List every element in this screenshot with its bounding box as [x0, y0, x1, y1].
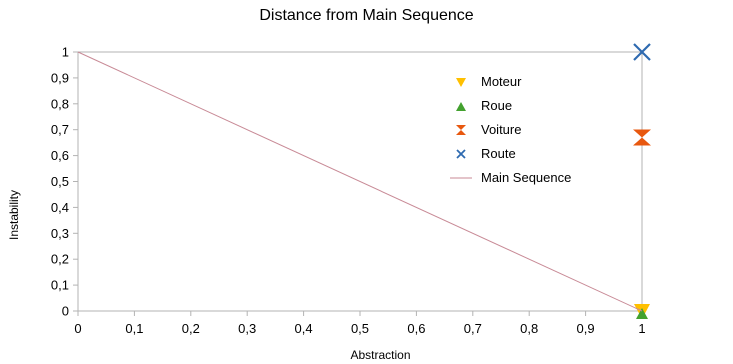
y-tick-label: 0,8 [51, 96, 69, 111]
legend-label-voiture: Voiture [481, 122, 522, 137]
legend-item-voiture: Voiture [450, 122, 600, 138]
triangle-up-icon [456, 102, 466, 111]
triangle-down-icon [456, 78, 466, 87]
legend-item-moteur: Moteur [450, 74, 600, 90]
x-axis-label: Abstraction [350, 348, 411, 362]
y-tick-label: 0,1 [51, 278, 69, 293]
y-tick-label: 0,3 [51, 226, 69, 241]
x-marker-icon [456, 149, 466, 159]
x-tick-label: 0,2 [182, 321, 200, 336]
x-tick-label: 0,9 [577, 321, 595, 336]
chart-title: Distance from Main Sequence [259, 7, 474, 24]
x-tick-label: 0,8 [520, 321, 538, 336]
y-tick-label: 1 [62, 45, 69, 60]
y-tick-label: 0,6 [51, 148, 69, 163]
x-tick-label: 1 [638, 321, 645, 336]
data-point-roue [636, 308, 648, 319]
y-tick-label: 0,5 [51, 174, 69, 189]
legend-item-main-sequence: Main Sequence [450, 170, 600, 186]
x-tick-label: 0 [74, 321, 81, 336]
x-tick-label: 0,5 [351, 321, 369, 336]
legend-label-main-sequence: Main Sequence [481, 170, 572, 185]
legend-label-route: Route [481, 146, 516, 161]
main-sequence-line [77, 51, 643, 312]
hourglass-icon [456, 125, 466, 135]
y-tick-label: 0,9 [51, 70, 69, 85]
line-marker-icon [450, 177, 472, 179]
y-tick-label: 0,2 [51, 252, 69, 267]
data-point-route [633, 43, 651, 61]
y-tick-label: 0,4 [51, 200, 69, 215]
legend-label-moteur: Moteur [481, 74, 522, 89]
data-point-voiture [633, 129, 651, 146]
legend-item-route: Route [450, 146, 600, 162]
x-tick-label: 0,4 [295, 321, 313, 336]
legend-label-roue: Roue [481, 98, 513, 113]
y-tick-label: 0,7 [51, 122, 69, 137]
x-tick-label: 0,3 [238, 321, 256, 336]
y-tick-label: 0 [62, 304, 69, 319]
x-tick-label: 0,6 [407, 321, 425, 336]
legend-item-roue: Roue [450, 98, 600, 114]
x-tick-label: 0,1 [125, 321, 143, 336]
y-axis-label: Instability [7, 189, 21, 241]
x-tick-label: 0,7 [464, 321, 482, 336]
